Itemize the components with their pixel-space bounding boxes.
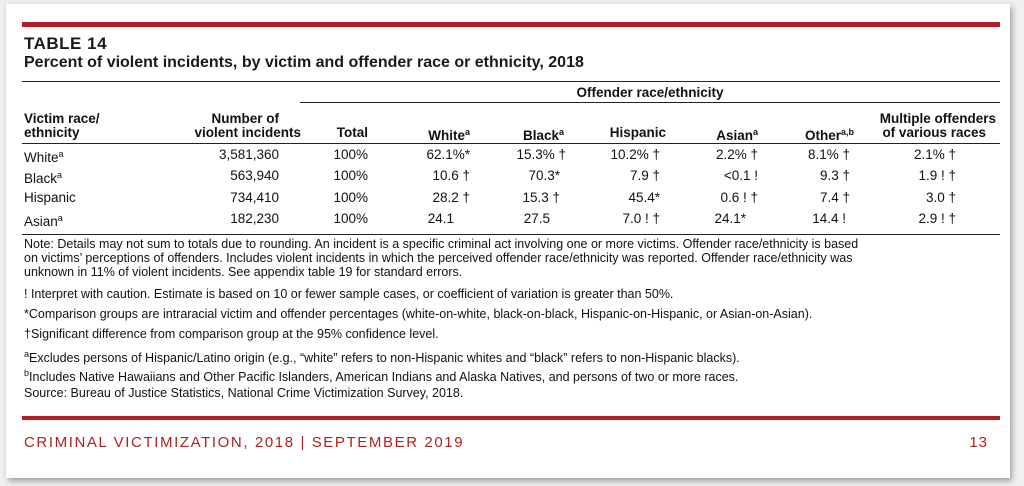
row-black-victim: Blacka	[24, 170, 63, 186]
victim-header-line1: Victim race/	[24, 111, 100, 126]
incidents-header-line1: Number of	[211, 111, 280, 126]
row-hispanic-victim: Hispanic	[24, 190, 76, 205]
row-hispanic-total: 100%	[333, 190, 368, 205]
total-header: Total	[336, 125, 368, 140]
note-line3: unknown in 11% of violent incidents. See…	[24, 265, 463, 279]
offender-group-header: Offender race/ethnicity	[576, 85, 724, 100]
header-top-rule	[22, 81, 1000, 82]
row-hispanic-white: 28.2 †	[432, 190, 470, 205]
report-page: TABLE 14 Percent of violent incidents, b…	[6, 4, 1010, 478]
table-label: TABLE 14	[24, 34, 108, 53]
row-white-total: 100%	[333, 147, 368, 162]
white-header: Whitea	[428, 127, 470, 143]
caution-note: ! Interpret with caution. Estimate is ba…	[24, 287, 674, 301]
row-asian-white: 24.1	[427, 211, 454, 226]
row-white-victim: Whitea	[24, 149, 64, 165]
row-asian-total: 100%	[333, 211, 368, 226]
row-black-asian: <0.1 !	[723, 168, 758, 183]
victim-header-line2: ethnicity	[24, 125, 80, 140]
comparison-note: *Comparison groups are intraracial victi…	[24, 307, 813, 321]
row-asian-asian: 24.1*	[714, 211, 746, 226]
top-rule	[22, 22, 1000, 27]
multiple-header-line1: Multiple offenders	[879, 111, 996, 126]
row-black-hispanic: 7.9 †	[629, 168, 660, 183]
note-line1: Note: Details may not sum to totals due …	[24, 237, 859, 251]
row-white-other: 8.1% †	[807, 147, 850, 162]
significance-note: †Significant difference from comparison …	[24, 327, 439, 341]
row-asian-incidents: 182,230	[230, 211, 279, 226]
footnote-b: bIncludes Native Hawaiians and Other Pac…	[24, 368, 739, 384]
offender-group-rule	[300, 102, 1000, 103]
row-white-multiple: 2.1% †	[913, 147, 956, 162]
row-white-hispanic: 10.2% †	[610, 147, 660, 162]
footer-page-number: 13	[969, 434, 988, 451]
row-asian-multiple: 2.9 ! †	[918, 211, 956, 226]
row-hispanic-asian: 0.6 ! †	[720, 190, 758, 205]
row-asian-other: 14.4 !	[812, 211, 846, 226]
row-black-white: 10.6 †	[432, 168, 470, 183]
row-asian-victim: Asiana	[24, 213, 63, 229]
row-hispanic-other: 7.4 †	[819, 190, 850, 205]
note-line2: on victims’ perceptions of offenders. In…	[24, 251, 853, 265]
source-note: Source: Bureau of Justice Statistics, Na…	[24, 386, 464, 400]
black-header: Blacka	[522, 127, 564, 143]
header-bottom-rule	[22, 143, 1000, 144]
row-black-total: 100%	[333, 168, 368, 183]
table-bottom-rule	[22, 234, 1000, 235]
footer-rule	[22, 416, 1000, 420]
row-white-black: 15.3% †	[516, 147, 566, 162]
row-asian-black: 27.5	[523, 211, 550, 226]
row-black-multiple: 1.9 ! †	[918, 168, 956, 183]
row-asian-hispanic: 7.0 ! †	[622, 211, 660, 226]
row-hispanic-black: 15.3 †	[522, 190, 560, 205]
incidents-header-line2: violent incidents	[194, 125, 301, 140]
row-black-incidents: 563,940	[230, 168, 279, 183]
multiple-header-line2: of various races	[882, 125, 986, 140]
row-white-incidents: 3,581,360	[218, 147, 279, 162]
table-title: Percent of violent incidents, by victim …	[24, 54, 584, 71]
footer-publication-title: CRIMINAL VICTIMIZATION, 2018 | SEPTEMBER…	[24, 434, 465, 451]
row-hispanic-multiple: 3.0 †	[925, 190, 956, 205]
row-white-asian: 2.2% †	[715, 147, 758, 162]
row-hispanic-hispanic: 45.4*	[628, 190, 660, 205]
row-black-other: 9.3 †	[819, 168, 850, 183]
asian-header: Asiana	[716, 127, 758, 143]
other-header: Othera,b	[804, 127, 854, 143]
row-hispanic-incidents: 734,410	[230, 190, 279, 205]
hispanic-header: Hispanic	[609, 125, 666, 140]
footnote-a: aExcludes persons of Hispanic/Latino ori…	[24, 349, 740, 365]
row-white-white: 62.1%*	[426, 147, 470, 162]
row-black-black: 70.3*	[528, 168, 560, 183]
